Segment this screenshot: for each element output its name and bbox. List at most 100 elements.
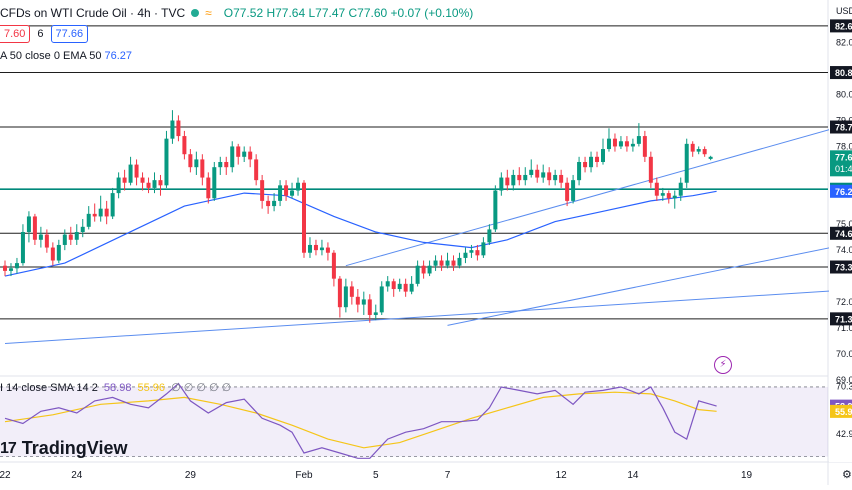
channel-upper — [345, 122, 852, 267]
candle — [319, 239, 324, 256]
candle-body — [702, 149, 707, 155]
candle — [236, 143, 241, 165]
level-badge-2-bg — [830, 120, 852, 134]
candle-body — [343, 286, 348, 308]
candle-body — [469, 250, 474, 253]
candle — [373, 304, 378, 321]
level-badge-5: 73.3 — [835, 263, 852, 273]
candle-body — [583, 162, 588, 168]
candle-body — [684, 143, 689, 183]
candle-body — [541, 172, 546, 178]
candle — [547, 167, 552, 186]
candle-body — [182, 136, 187, 155]
sell-button[interactable]: 7.60 — [0, 25, 31, 43]
candle-body — [56, 244, 61, 261]
candle-body — [427, 265, 432, 274]
time-axis[interactable]: 22 24 29 Feb 5 7 12 14 19 ⚙ — [0, 469, 852, 481]
candle — [266, 195, 271, 214]
price-badge-0: 77.6 — [835, 152, 852, 162]
candle — [110, 187, 115, 220]
candle — [278, 180, 283, 207]
candle — [248, 146, 253, 168]
candle — [654, 177, 659, 201]
candle-body — [337, 278, 342, 308]
candle — [463, 247, 468, 264]
candle-body — [200, 159, 205, 178]
level-badge-1-bg — [830, 66, 852, 80]
candle-body — [517, 174, 522, 181]
symbol-title[interactable]: CFDs on WTI Crude Oil · 4h · TVC — [0, 6, 186, 20]
candle — [140, 172, 145, 191]
candle — [164, 130, 169, 188]
candle-body — [690, 143, 695, 152]
trendlines[interactable] — [4, 74, 852, 344]
settings-gear-icon[interactable]: ⚙ — [842, 469, 852, 481]
candle-body — [373, 312, 378, 315]
candle-body — [636, 136, 641, 144]
candle-body — [433, 260, 438, 266]
candle — [606, 128, 611, 152]
candle — [343, 278, 348, 313]
level-badge-5-bg — [830, 260, 852, 274]
tradingview-logo[interactable]: 17 TradingView — [0, 438, 128, 459]
candle — [457, 252, 462, 269]
candle — [307, 237, 312, 258]
candle — [212, 162, 217, 201]
candle — [98, 195, 103, 222]
buy-button[interactable]: 77.66 — [50, 25, 89, 43]
candle-body — [355, 296, 360, 305]
candle-body — [553, 174, 558, 181]
candle — [385, 276, 390, 292]
candle — [433, 255, 438, 271]
price-badge-1-bg — [830, 184, 852, 198]
rsi-tick-label: 42.9 — [836, 429, 852, 439]
candle — [571, 174, 576, 204]
candle-body — [296, 182, 301, 191]
candle-body — [307, 244, 312, 253]
candle — [708, 155, 713, 161]
candle-body — [595, 156, 600, 162]
candle-body — [122, 177, 127, 183]
candle — [230, 141, 235, 173]
candle — [529, 159, 534, 178]
candle-body — [248, 151, 253, 160]
candle-body — [134, 164, 139, 178]
candle — [50, 242, 55, 266]
candle-body — [331, 252, 336, 279]
candle — [260, 174, 265, 209]
candle — [272, 193, 277, 212]
candle-body — [290, 190, 295, 196]
candle-body — [146, 182, 151, 188]
spread-value: 6 — [37, 28, 44, 40]
price-tick-label: 82.0 — [836, 38, 852, 48]
price-axis[interactable]: USD82.080.079.078.077.075.074.072.071.07… — [829, 0, 852, 462]
candle — [535, 164, 540, 183]
candle-body — [589, 156, 594, 168]
candle — [116, 172, 121, 199]
candle — [325, 242, 330, 261]
candle — [367, 294, 372, 323]
candle-body — [642, 136, 647, 157]
horizontal-levels[interactable] — [0, 25, 828, 320]
candle — [158, 174, 163, 196]
candle — [702, 146, 707, 157]
candle-body — [176, 120, 181, 137]
tradingview-logo-text: TradingView — [21, 438, 128, 458]
candle — [296, 177, 301, 196]
candle — [200, 154, 205, 186]
candle — [511, 169, 516, 191]
level-badge-1: 80.8 — [835, 68, 852, 78]
candle — [56, 239, 61, 264]
rsi-tick-label: 70.3 — [836, 381, 852, 391]
candle — [499, 172, 504, 196]
price-badge-1: 76.2 — [835, 187, 852, 197]
lightning-icon[interactable]: ⚡ — [714, 356, 732, 374]
candle-body — [481, 242, 486, 256]
candle — [68, 226, 73, 245]
candle-body — [284, 185, 289, 196]
rsi-legend[interactable]: I 14 close SMA 14 2 58.98 55.96 ∅ ∅ ∅ ∅ … — [0, 381, 231, 394]
chart-header: CFDs on WTI Crude Oil · 4h · TVC ≈ O77.5… — [0, 4, 473, 22]
ema-legend[interactable]: A 50 close 0 EMA 50 76.27 — [0, 50, 132, 62]
